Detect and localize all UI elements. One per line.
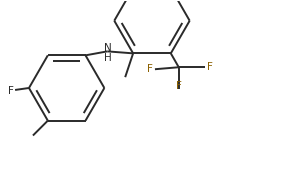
Text: F: F — [147, 64, 153, 74]
Text: N
H: N H — [104, 44, 112, 63]
Text: F: F — [207, 62, 213, 72]
Text: F: F — [176, 81, 182, 91]
Text: F: F — [8, 86, 14, 96]
